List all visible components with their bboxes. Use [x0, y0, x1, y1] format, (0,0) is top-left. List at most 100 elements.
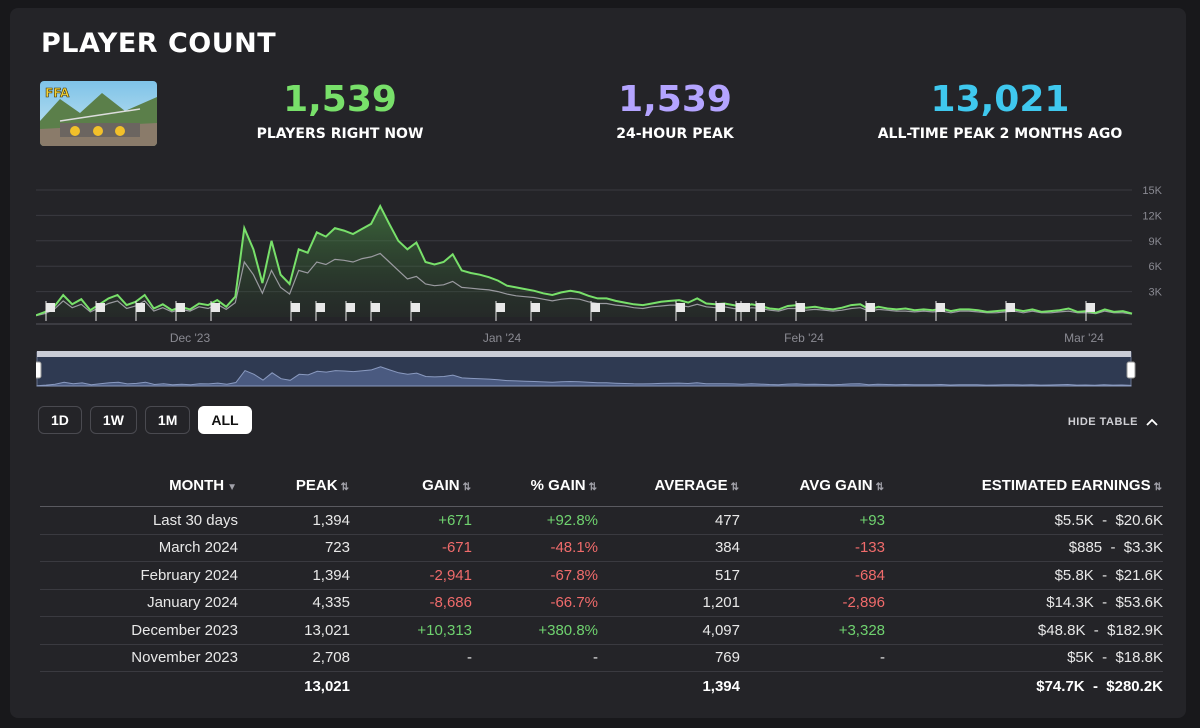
x-tick-label: Jan '24	[483, 331, 522, 345]
series-line	[36, 203, 1133, 317]
col-gain[interactable]: GAIN ⇅	[350, 464, 472, 507]
average-cell: 769	[598, 644, 740, 672]
month-cell: February 2024	[40, 561, 238, 590]
flag-icon	[135, 301, 145, 321]
range-button-1w[interactable]: 1W	[89, 406, 137, 434]
gain-cell: +10,313	[350, 616, 472, 645]
thumbnail-label: FFA	[45, 86, 70, 100]
pct-gain-cell: +380.8%	[472, 616, 598, 645]
average-cell: 477	[598, 506, 740, 535]
stat-peak24: 1,539 24-HOUR PEAK	[575, 79, 775, 143]
y-tick-label: 15K	[1142, 185, 1162, 197]
avg-gain-cell: -2,896	[740, 589, 885, 617]
flag-icon	[45, 301, 55, 321]
table-row: March 2024 723 -671 -48.1% 384 -133 $885 - $3.…	[40, 534, 1163, 562]
avg-gain-cell: -	[740, 644, 885, 672]
col-avg-gain-label: AVG GAIN	[799, 476, 873, 494]
flag-icon	[210, 301, 220, 321]
chevron-up-icon	[1146, 418, 1158, 426]
navigator-series	[36, 366, 1132, 387]
earnings-cell: $5.5K - $20.6K	[885, 506, 1163, 535]
monthly-stats-table: MONTH ▼ PEAK ⇅ GAIN ⇅ % GAIN ⇅ AVERAGE ⇅ AVG …	[40, 464, 1163, 700]
average-cell: 384	[598, 534, 740, 562]
earnings-cell: $48.8K - $182.9K	[885, 616, 1163, 645]
avg-gain-cell: -684	[740, 561, 885, 590]
stat-alltime: 13,021 ALL-TIME PEAK 2 MONTHS AGO	[850, 79, 1150, 143]
flag-icon	[495, 301, 505, 321]
navigator-handle[interactable]	[36, 361, 42, 379]
total-peak-cell: 13,021	[304, 677, 350, 695]
earnings-cell: $14.3K - $53.6K	[885, 589, 1163, 617]
total-average-cell: 1,394	[702, 677, 740, 695]
table-row: Last 30 days 1,394 +671 +92.8% 477 +93 $5.5K -…	[40, 506, 1163, 535]
peak24-value: 1,539	[618, 79, 732, 120]
x-tick-label: Feb '24	[784, 331, 824, 345]
y-tick-label: 12K	[1142, 210, 1162, 222]
col-peak[interactable]: PEAK ⇅	[238, 464, 350, 507]
col-earnings[interactable]: ESTIMATED EARNINGS ⇅	[885, 464, 1163, 507]
peak-cell: 1,394	[238, 561, 350, 590]
flag-icon	[95, 301, 105, 321]
pct-gain-cell: -67.8%	[472, 561, 598, 590]
col-peak-label: PEAK	[295, 476, 338, 494]
pct-gain-cell: -	[472, 644, 598, 672]
col-month[interactable]: MONTH ▼	[40, 464, 238, 507]
y-tick-label: 3K	[1149, 287, 1163, 299]
col-month-label: MONTH	[169, 476, 225, 494]
player-count-chart[interactable]: 15K 12K 9K 6K 3K Dec '23 Jan '24 Feb '24 Mar '24	[36, 180, 1166, 390]
flag-icon	[315, 301, 325, 321]
earnings-cell: $885 - $3.3K	[885, 534, 1163, 562]
current-players-label: PLAYERS RIGHT NOW	[256, 126, 424, 142]
month-cell: March 2024	[40, 534, 238, 562]
x-tick-label: Mar '24	[1064, 331, 1104, 345]
range-button-1d[interactable]: 1D	[38, 406, 82, 434]
sort-icon: ⇅	[340, 481, 349, 493]
range-navigator	[36, 351, 1132, 387]
range-button-all[interactable]: ALL	[198, 406, 252, 434]
navigator-handle[interactable]	[1126, 361, 1136, 379]
peak-cell: 13,021	[238, 616, 350, 645]
flag-icon	[675, 301, 685, 321]
range-selector: 1D 1W 1M ALL	[38, 406, 252, 434]
flag-icon	[755, 301, 765, 321]
col-avg-gain[interactable]: AVG GAIN ⇅	[740, 464, 885, 507]
peak-cell: 723	[238, 534, 350, 562]
flag-icon	[290, 301, 300, 321]
avg-gain-cell: -133	[740, 534, 885, 562]
total-avg-gain-cell	[740, 672, 885, 701]
flag-icon	[1085, 301, 1095, 321]
total-earnings-cell: $74.7K - $280.2K	[1036, 677, 1163, 695]
pct-gain-cell: +92.8%	[472, 506, 598, 535]
month-cell: January 2024	[40, 589, 238, 617]
player-count-panel: PLAYER COUNT FFA 1,539 PLAYERS RIGHT NOW…	[10, 8, 1186, 718]
month-cell: Last 30 days	[40, 506, 238, 535]
sort-icon: ⇅	[462, 481, 471, 493]
col-average[interactable]: AVERAGE ⇅	[598, 464, 740, 507]
sort-icon: ⇅	[730, 481, 739, 493]
flag-icon	[410, 301, 420, 321]
month-cell: November 2023	[40, 644, 238, 672]
total-pct-cell	[472, 672, 598, 701]
peak-cell: 4,335	[238, 589, 350, 617]
earnings-cell: $5.8K - $21.6K	[885, 561, 1163, 590]
gain-cell: -8,686	[350, 589, 472, 617]
col-average-label: AVERAGE	[654, 476, 728, 494]
col-gain-label: GAIN	[422, 476, 460, 494]
navigator-scrollbar	[37, 351, 1131, 357]
average-cell: 1,201	[598, 589, 740, 617]
flag-icon	[530, 301, 540, 321]
flag-icon	[715, 301, 725, 321]
flag-icon	[935, 301, 945, 321]
alltime-peak-value: 13,021	[930, 79, 1070, 120]
current-players-value: 1,539	[283, 79, 397, 120]
gain-cell: -	[350, 644, 472, 672]
col-pct-gain[interactable]: % GAIN ⇅	[472, 464, 598, 507]
col-pct-gain-label: % GAIN	[530, 476, 586, 494]
map-thumbnail[interactable]: FFA	[40, 81, 157, 146]
gain-cell: -2,941	[350, 561, 472, 590]
range-button-1m[interactable]: 1M	[144, 406, 191, 434]
peak-cell: 2,708	[238, 644, 350, 672]
table-total-row: 13,021 1,394 $74.7K - $280.2K	[40, 672, 1163, 701]
hide-table-toggle[interactable]: HIDE TABLE	[1068, 416, 1158, 428]
stat-current: 1,539 PLAYERS RIGHT NOW	[240, 79, 440, 143]
